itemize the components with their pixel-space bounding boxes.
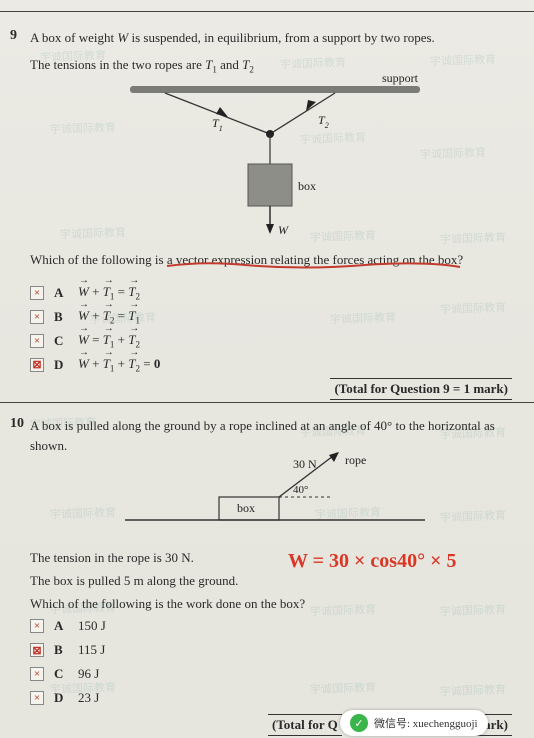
force-label: 30 N bbox=[293, 457, 317, 471]
q10-option-d[interactable]: × D 23 J bbox=[30, 690, 99, 706]
q10-option-c[interactable]: × C 96 J bbox=[30, 666, 99, 682]
opt-letter: A bbox=[54, 618, 68, 634]
watermark: 宇诚国际教育 bbox=[440, 299, 507, 317]
watermark: 宇诚国际教育 bbox=[440, 681, 507, 699]
angle-label: 40° bbox=[293, 484, 308, 496]
q10-total-prefix: (Total for Q bbox=[268, 714, 342, 736]
t2-label: T2 bbox=[318, 113, 329, 130]
box-label: box bbox=[298, 179, 316, 193]
watermark: 宇诚国际教育 bbox=[440, 601, 507, 619]
watermark: 宇诚国际教育 bbox=[50, 504, 117, 522]
watermark: 宇诚国际教育 bbox=[440, 229, 507, 247]
opt-letter: D bbox=[54, 690, 68, 706]
handwritten-work: W = 30 × cos40° × 5 bbox=[288, 550, 457, 573]
box-label: box bbox=[237, 501, 255, 515]
opt-letter: D bbox=[54, 357, 68, 373]
opt-text: 23 J bbox=[78, 690, 99, 706]
opt-letter: C bbox=[54, 666, 68, 682]
q9-line2a: The tensions in the two ropes are bbox=[30, 57, 205, 72]
q9-and: and bbox=[217, 57, 242, 72]
opt-text: 115 J bbox=[78, 642, 105, 658]
rope-label: rope bbox=[345, 453, 366, 467]
q10-option-b[interactable]: ⊠ B 115 J bbox=[30, 642, 105, 658]
checkbox-icon[interactable]: × bbox=[30, 310, 44, 324]
q9-line1a: A box of weight bbox=[30, 30, 117, 45]
watermark: 宇诚国际教育 bbox=[330, 309, 397, 327]
watermark: 宇诚国际教育 bbox=[440, 507, 507, 525]
watermark: 宇诚国际教育 bbox=[310, 679, 377, 697]
q10-s3: Which of the following is the work done … bbox=[30, 594, 305, 614]
opt-letter: B bbox=[54, 642, 68, 658]
q9-diagram: support T1 T2 box W bbox=[110, 72, 430, 242]
wechat-icon: ✓ bbox=[350, 714, 368, 732]
checkbox-icon[interactable]: × bbox=[30, 619, 44, 633]
opt-letter: B bbox=[54, 309, 68, 325]
q10-diagram: box 40° 30 N rope bbox=[125, 450, 425, 530]
t1-label: T1 bbox=[212, 116, 223, 133]
w-label: W bbox=[278, 223, 289, 237]
q9-total: (Total for Question 9 = 1 mark) bbox=[330, 378, 512, 400]
watermark: 宇诚国际教育 bbox=[50, 119, 117, 137]
watermark: 宇诚国际教育 bbox=[310, 601, 377, 619]
checkbox-icon[interactable]: × bbox=[30, 334, 44, 348]
q10-s1: The tension in the rope is 30 N. bbox=[30, 548, 194, 568]
checkbox-icon[interactable]: × bbox=[30, 286, 44, 300]
q10-option-a[interactable]: × A 150 J bbox=[30, 618, 106, 634]
q9-w: W bbox=[117, 30, 128, 45]
q9-number: 9 bbox=[10, 28, 17, 44]
wechat-chip: ✓ 微信号: xuechengguoji bbox=[340, 710, 488, 736]
checkbox-icon[interactable]: ⊠ bbox=[30, 643, 44, 657]
red-underline bbox=[165, 260, 465, 272]
q10-number: 10 bbox=[10, 416, 24, 432]
wechat-label: 微信号: xuechengguoji bbox=[374, 715, 478, 731]
q9-line1b: is suspended, in equilibrium, from a sup… bbox=[128, 30, 435, 45]
opt-text: 96 J bbox=[78, 666, 99, 682]
q9-option-d[interactable]: ⊠ D W + T1 + T2 = 0 bbox=[30, 356, 160, 374]
opt-expr: W + T1 + T2 = 0 bbox=[78, 356, 160, 374]
checkbox-icon[interactable]: ⊠ bbox=[30, 358, 44, 372]
opt-text: 150 J bbox=[78, 618, 106, 634]
checkbox-icon[interactable]: × bbox=[30, 691, 44, 705]
checkbox-icon[interactable]: × bbox=[30, 667, 44, 681]
opt-letter: A bbox=[54, 285, 68, 301]
exam-page: 宇诚国际教育 宇诚国际教育 宇诚国际教育 宇诚国际教育 宇诚国际教育 宇诚国际教… bbox=[0, 0, 534, 738]
q10-s2: The box is pulled 5 m along the ground. bbox=[30, 571, 238, 591]
opt-letter: C bbox=[54, 333, 68, 349]
q9-line1: A box of weight W is suspended, in equil… bbox=[30, 28, 520, 48]
support-label: support bbox=[382, 72, 419, 85]
